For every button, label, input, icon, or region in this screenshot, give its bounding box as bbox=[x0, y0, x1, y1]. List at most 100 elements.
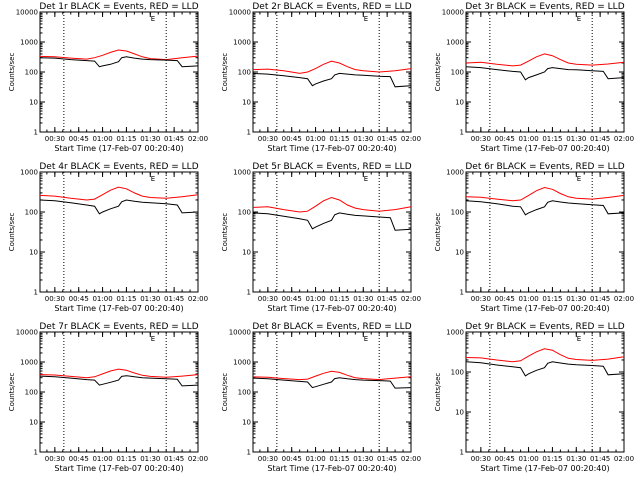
x-tick-label: 01:45 bbox=[164, 295, 184, 303]
x-tick-label: 01:15 bbox=[116, 455, 136, 463]
y-tick-label: 100 bbox=[451, 209, 464, 217]
y-tick-label: 100 bbox=[238, 389, 251, 397]
x-tick-label: 01:30 bbox=[353, 455, 373, 463]
x-tick-label: 02:00 bbox=[188, 295, 208, 303]
x-axis-title: Start Time (17-Feb-07 00:20:40) bbox=[267, 304, 396, 313]
y-tick-label: 10 bbox=[455, 99, 464, 107]
y-tick-label: 100 bbox=[25, 69, 38, 77]
y-tick-label: 1000 bbox=[233, 39, 251, 47]
y-tick-label: 1000 bbox=[20, 39, 38, 47]
x-tick-label: 00:45 bbox=[282, 135, 302, 143]
y-tick-label: 10 bbox=[455, 409, 464, 417]
x-tick-label: 01:45 bbox=[377, 135, 397, 143]
lld-series-line bbox=[465, 53, 625, 67]
annotation-marker: E bbox=[151, 175, 155, 183]
y-tick-label: 1000 bbox=[20, 169, 38, 177]
detector-panel: Det 4r BLACK = Events, RED = LLD 1 10 100 10… bbox=[8, 162, 208, 313]
x-tick-label: 00:30 bbox=[45, 135, 65, 143]
x-tick-label: 01:00 bbox=[518, 135, 538, 143]
events-series-line bbox=[252, 212, 412, 231]
panel-title: Det 9r BLACK = Events, RED = LLD bbox=[465, 322, 624, 332]
x-tick-label: 01:30 bbox=[566, 135, 586, 143]
y-tick-label: 100 bbox=[238, 69, 251, 77]
x-tick-label: 02:00 bbox=[614, 135, 634, 143]
y-tick-label: 100 bbox=[238, 209, 251, 217]
plot-frame bbox=[39, 171, 199, 293]
x-tick-label: 00:45 bbox=[69, 135, 89, 143]
events-series-line bbox=[39, 199, 199, 215]
y-tick-label: 10000 bbox=[229, 9, 251, 17]
y-axis-title: Counts/sec bbox=[434, 213, 442, 252]
annotation-marker: E bbox=[577, 335, 581, 343]
y-tick-label: 10 bbox=[29, 249, 38, 257]
x-tick-label: 00:30 bbox=[471, 295, 491, 303]
y-axis-title: Counts/sec bbox=[221, 53, 229, 92]
detector-panel: Det 6r BLACK = Events, RED = LLD 1 10 100 10… bbox=[434, 162, 634, 313]
x-axis-title: Start Time (17-Feb-07 00:20:40) bbox=[54, 144, 183, 153]
y-tick-label: 10 bbox=[29, 419, 38, 427]
lld-series-line bbox=[252, 196, 412, 213]
panel-title: Det 6r BLACK = Events, RED = LLD bbox=[465, 162, 624, 172]
x-tick-label: 01:00 bbox=[92, 295, 112, 303]
y-tick-label: 100 bbox=[25, 389, 38, 397]
events-series-line bbox=[39, 375, 199, 387]
plot-frame bbox=[465, 171, 625, 293]
x-tick-label: 01:00 bbox=[92, 455, 112, 463]
x-tick-label: 01:15 bbox=[329, 295, 349, 303]
lld-series-line bbox=[252, 370, 412, 381]
annotation-marker: E bbox=[364, 175, 368, 183]
x-tick-label: 01:45 bbox=[590, 455, 610, 463]
x-tick-label: 01:45 bbox=[377, 295, 397, 303]
y-axis-title: Counts/sec bbox=[434, 373, 442, 412]
y-tick-label: 10 bbox=[242, 419, 251, 427]
y-tick-label: 1000 bbox=[446, 329, 464, 337]
x-tick-label: 00:45 bbox=[495, 295, 515, 303]
y-tick-label: 10000 bbox=[229, 329, 251, 337]
annotation-marker: E bbox=[151, 335, 155, 343]
detector-panel: Det 5r BLACK = Events, RED = LLD 1 10 100 10… bbox=[221, 162, 421, 313]
y-tick-label: 10 bbox=[455, 249, 464, 257]
panel-title: Det 2r BLACK = Events, RED = LLD bbox=[252, 2, 411, 12]
events-series-line bbox=[465, 361, 625, 377]
detector-panel: Det 9r BLACK = Events, RED = LLD 1 10 100 10… bbox=[434, 322, 634, 473]
x-tick-label: 01:45 bbox=[590, 135, 610, 143]
y-tick-label: 10 bbox=[29, 99, 38, 107]
detector-panel: Det 1r BLACK = Events, RED = LLD 1 10 100 10… bbox=[8, 2, 208, 153]
x-tick-label: 00:45 bbox=[69, 295, 89, 303]
x-tick-label: 01:15 bbox=[542, 295, 562, 303]
y-axis-title: Counts/sec bbox=[8, 213, 16, 252]
events-series-line bbox=[39, 56, 199, 68]
x-tick-label: 02:00 bbox=[188, 135, 208, 143]
lld-series-line bbox=[39, 186, 199, 201]
y-tick-label: 1000 bbox=[446, 39, 464, 47]
panel-title: Det 8r BLACK = Events, RED = LLD bbox=[252, 322, 411, 332]
x-tick-label: 00:30 bbox=[471, 455, 491, 463]
y-tick-label: 10000 bbox=[442, 9, 464, 17]
x-tick-label: 01:15 bbox=[116, 295, 136, 303]
x-axis-title: Start Time (17-Feb-07 00:20:40) bbox=[480, 464, 609, 473]
y-tick-label: 1 bbox=[460, 449, 464, 457]
x-tick-label: 02:00 bbox=[188, 455, 208, 463]
annotation-marker: E bbox=[364, 335, 368, 343]
x-tick-label: 02:00 bbox=[401, 455, 421, 463]
x-tick-label: 00:45 bbox=[282, 455, 302, 463]
y-tick-label: 10000 bbox=[16, 329, 38, 337]
annotation-marker: E bbox=[577, 15, 581, 23]
x-tick-label: 00:45 bbox=[495, 455, 515, 463]
x-tick-label: 01:45 bbox=[377, 455, 397, 463]
lld-series-line bbox=[39, 49, 199, 61]
x-tick-label: 00:30 bbox=[471, 135, 491, 143]
y-axis-title: Counts/sec bbox=[8, 53, 16, 92]
y-axis-title: Counts/sec bbox=[221, 213, 229, 252]
lld-series-line bbox=[252, 60, 412, 74]
y-tick-label: 1000 bbox=[233, 359, 251, 367]
x-tick-label: 01:00 bbox=[518, 295, 538, 303]
y-axis-title: Counts/sec bbox=[221, 373, 229, 412]
x-tick-label: 01:00 bbox=[305, 455, 325, 463]
y-tick-label: 1 bbox=[460, 129, 464, 137]
lld-series-line bbox=[465, 348, 625, 363]
x-axis-title: Start Time (17-Feb-07 00:20:40) bbox=[267, 144, 396, 153]
x-tick-label: 00:30 bbox=[258, 135, 278, 143]
x-tick-label: 01:30 bbox=[566, 295, 586, 303]
